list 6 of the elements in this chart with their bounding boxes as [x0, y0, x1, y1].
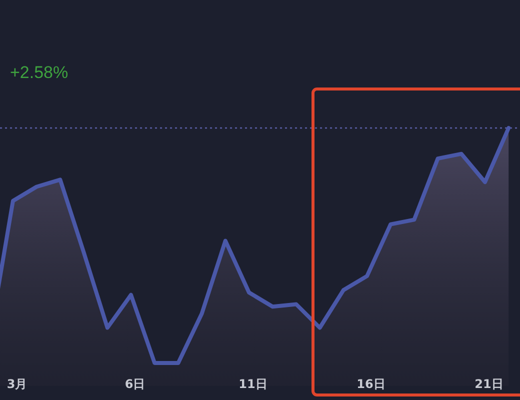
x-tick-label: 6日	[124, 377, 146, 391]
x-tick-label: 21日	[474, 377, 504, 391]
text: +2.58%	[10, 63, 68, 82]
x-tick-label: 16日	[356, 377, 386, 391]
x-tick-label: 3月	[6, 377, 28, 391]
x-tick-label: 11日	[238, 377, 268, 391]
